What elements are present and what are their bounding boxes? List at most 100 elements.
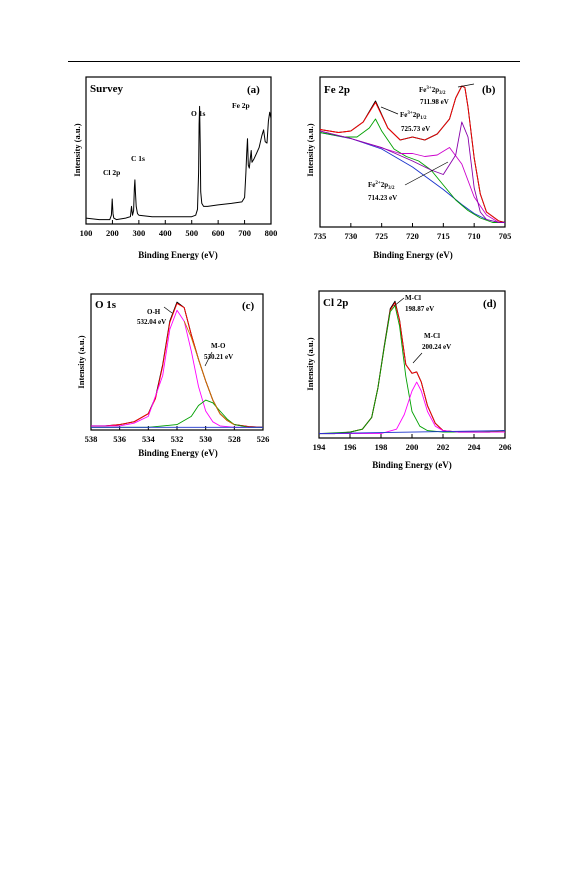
arrow-fe3p32-b — [457, 83, 475, 88]
annotation-o1s-a: O 1s — [191, 109, 205, 118]
annotation-cl2p-a: Cl 2p — [103, 168, 120, 177]
series-line-d-1 — [319, 302, 506, 435]
x-axis-label-c: Binding Energy (eV) — [138, 448, 218, 458]
y-axis-label-a: Intensity (a.u.) — [72, 123, 82, 176]
x-tick-label: 194 — [313, 442, 327, 452]
x-tick-label: 534 — [142, 434, 156, 444]
series-line-b-5 — [319, 121, 505, 223]
series-line-d-4 — [318, 430, 506, 435]
panel-a-survey: Survey (a) Intensity (a.u.) Binding Ener… — [72, 76, 278, 260]
x-axis-label-d: Binding Energy (eV) — [372, 460, 452, 470]
annotation-fe2p32-value-b: 714.23 eV — [368, 194, 397, 202]
annotation-fe2p32-label-b: Fe2+2p3/2 — [368, 181, 395, 191]
x-tick-label: 705 — [499, 231, 512, 241]
series-line-c-2 — [91, 309, 263, 428]
x-ticks-b: 735 730 725 720 715 710 705 — [314, 223, 512, 241]
arrow-mcl2-d — [412, 352, 423, 364]
x-ticks-d: 194 196 198 200 202 204 206 — [313, 434, 512, 452]
annotation-fe3p32-label-b: Fe3+2p3/2 — [419, 86, 446, 96]
x-tick-label: 532 — [171, 434, 184, 444]
annotation-mcl2-value-d: 200.24 eV — [422, 343, 451, 351]
x-tick-label: 202 — [437, 442, 450, 452]
x-tick-label: 198 — [375, 442, 388, 452]
x-tick-label: 100 — [80, 228, 93, 238]
panel-b-fe2p: Fe 2p (b) Intensity (a.u.) Binding Energ… — [305, 76, 512, 260]
annotation-fe3p32-value-b: 711.98 eV — [420, 98, 449, 106]
series-c — [91, 301, 264, 428]
annotation-fe3p12-label-b: Fe3+2p1/2 — [400, 111, 427, 121]
series-line-d-2 — [318, 305, 506, 435]
panel-letter-d: (d) — [483, 298, 497, 310]
x-tick-label: 400 — [159, 228, 172, 238]
series-line-d-3 — [319, 381, 505, 435]
series-line-c-1 — [91, 303, 264, 428]
annotation-mo-label-c: M-O — [211, 342, 226, 350]
x-ticks-c: 538 536 534 532 530 528 526 — [85, 426, 270, 444]
series-line-b-3 — [319, 118, 505, 223]
annotation-mcl2-label-d: M-Cl — [424, 332, 440, 340]
plot-frame-a — [85, 76, 272, 225]
plot-frame-c — [90, 293, 264, 431]
panel-title-c: O 1s — [95, 299, 117, 311]
plot-frame-b — [319, 76, 506, 228]
panel-letter-b: (b) — [482, 84, 496, 96]
annotation-oh-value-c: 532.04 eV — [137, 318, 166, 326]
series-line-c-0 — [91, 301, 264, 428]
x-tick-label: 600 — [212, 228, 225, 238]
series-line-c-5 — [183, 321, 235, 425]
x-tick-label: 700 — [238, 228, 251, 238]
panel-title-a: Survey — [90, 83, 124, 95]
x-tick-label: 526 — [257, 434, 270, 444]
annotation-mcl1-label-d: M-Cl — [405, 294, 421, 302]
x-tick-label: 200 — [406, 442, 419, 452]
panel-letter-a: (a) — [247, 84, 260, 96]
series-line-d-0 — [319, 300, 506, 435]
x-tick-label: 528 — [228, 434, 241, 444]
x-ticks-a: 100 200 300 400 500 600 700 800 — [80, 220, 278, 238]
arrow-fe2p32-b — [404, 161, 449, 186]
annotation-fe2p-a: Fe 2p — [232, 101, 250, 110]
y-axis-label-d: Intensity (a.u.) — [305, 337, 315, 390]
arrow-mcl1-d — [393, 297, 405, 307]
series-b — [319, 85, 506, 223]
x-axis-label-a: Binding Energy (eV) — [138, 250, 218, 260]
arrow-oh-c — [163, 306, 173, 314]
panel-letter-c: (c) — [242, 300, 255, 312]
plot-frame-d — [318, 290, 506, 439]
x-tick-label: 720 — [406, 231, 419, 241]
panel-title-b: Fe 2p — [324, 84, 350, 96]
series-line-c-3 — [91, 399, 263, 428]
x-tick-label: 206 — [499, 442, 512, 452]
annotation-mo-value-c: 530.21 eV — [204, 353, 233, 361]
annotation-c1s-a: C 1s — [131, 154, 145, 163]
arrow-mo-c — [204, 351, 213, 367]
panel-title-d: Cl 2p — [323, 297, 348, 309]
x-tick-label: 500 — [185, 228, 198, 238]
series-a — [85, 105, 272, 221]
x-tick-label: 730 — [344, 231, 357, 241]
x-tick-label: 300 — [132, 228, 145, 238]
x-tick-label: 536 — [113, 434, 126, 444]
series-d — [318, 300, 506, 435]
x-tick-label: 710 — [468, 231, 481, 241]
y-axis-label-b: Intensity (a.u.) — [305, 123, 315, 176]
annotation-oh-label-c: O-H — [147, 308, 161, 316]
series-line-a-0 — [85, 105, 272, 221]
y-axis-label-c: Intensity (a.u.) — [76, 335, 86, 388]
x-tick-label: 715 — [437, 231, 450, 241]
annotation-fe3p12-value-b: 725.73 eV — [401, 125, 430, 133]
x-tick-label: 725 — [375, 231, 388, 241]
x-tick-label: 196 — [344, 442, 357, 452]
header-rule — [68, 61, 520, 62]
x-tick-label: 735 — [314, 231, 327, 241]
x-axis-label-b: Binding Energy (eV) — [373, 250, 453, 260]
x-tick-label: 204 — [468, 442, 482, 452]
x-tick-label: 530 — [199, 434, 212, 444]
panel-c-o1s: O 1s (c) Intensity (a.u.) Binding Energy… — [76, 293, 270, 458]
arrow-fe3p12-b — [380, 106, 399, 115]
x-tick-label: 200 — [106, 228, 119, 238]
panel-d-cl2p: Cl 2p (d) Intensity (a.u.) Binding Energ… — [305, 290, 512, 470]
x-tick-label: 800 — [265, 228, 278, 238]
